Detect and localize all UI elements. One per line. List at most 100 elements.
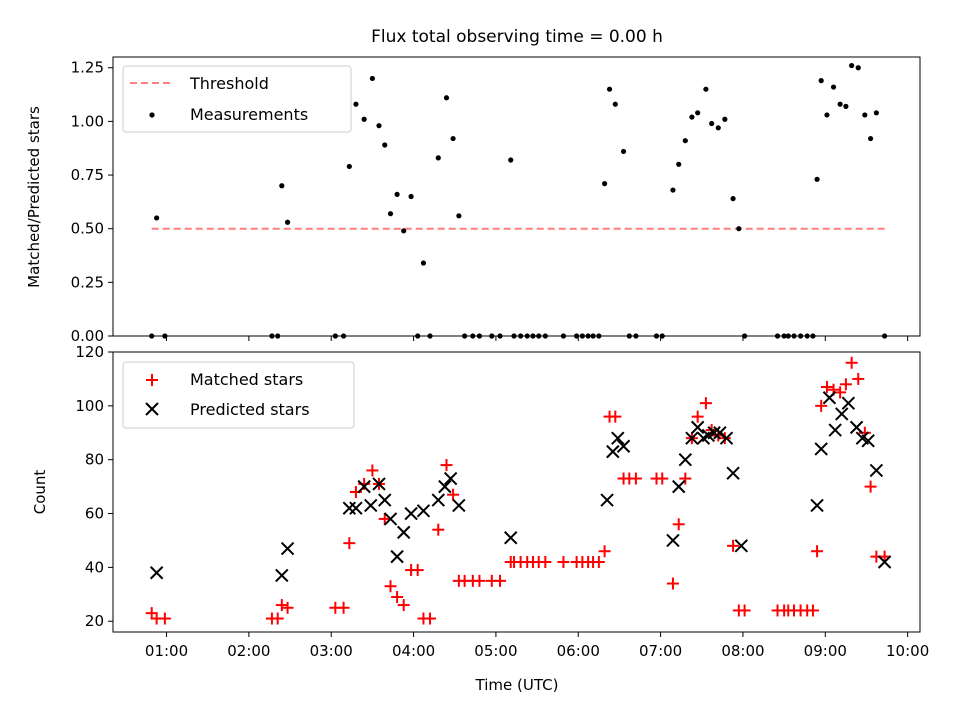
count-plot-marks (145, 356, 892, 625)
matched-star-point (391, 591, 404, 603)
predicted-star-point (280, 541, 295, 556)
predicted-star-point (810, 498, 824, 513)
matched-star-point (834, 386, 847, 399)
matched-star-point (397, 599, 410, 612)
measurement-point (837, 101, 843, 107)
measurements-legend-swatch (149, 112, 155, 118)
measurement-point (818, 78, 824, 84)
predicted-star-point (504, 531, 518, 545)
measurement-point (709, 120, 715, 127)
measurement-point (387, 211, 394, 217)
predicted-star-point (616, 439, 631, 453)
measurement-point (346, 163, 352, 170)
ratio-y-tick-label: 0.75 (71, 166, 104, 184)
measurement-point (736, 226, 742, 232)
predicted-star-point (690, 420, 705, 435)
predicted-star-point (707, 426, 721, 440)
predicted-star-point (828, 423, 842, 437)
predicted-star-point (404, 506, 418, 521)
matched-star-point (494, 574, 507, 587)
measurement-point (703, 86, 709, 92)
matched-star-point (275, 599, 288, 612)
predicted-star-point (357, 479, 371, 494)
count-x-tick-label: 04:00 (392, 642, 435, 660)
ratio-y-ticks: 0.00 0.25 0.50 0.75 1.00 1.25 (71, 59, 113, 345)
measurement-point (867, 135, 874, 142)
ratio-legend-box (122, 65, 352, 133)
matched-star-point (158, 612, 171, 625)
predicted-star-point (814, 442, 828, 456)
matched-star-point (473, 574, 486, 587)
matched-star-point (727, 539, 740, 552)
matched-star-point (852, 372, 865, 385)
measurement-point (855, 65, 861, 71)
matched-star-point (672, 518, 685, 531)
predicted-star-point (726, 466, 740, 480)
matched-star-point (679, 472, 692, 485)
ratio-y-tick-label: 0.00 (71, 327, 104, 345)
count-y-tick-label: 60 (85, 505, 104, 523)
predicted-star-point (364, 498, 378, 513)
measurements-legend-label: Measurements (190, 105, 308, 124)
measurement-point (715, 125, 721, 131)
measurement-point (849, 62, 855, 69)
measurement-point (862, 112, 868, 118)
matched-star-point (539, 556, 552, 568)
matched-star-point (864, 480, 877, 493)
predicted-star-point (452, 498, 466, 513)
matched-star-point (281, 601, 294, 614)
matched-star-point (440, 459, 453, 472)
measurement-point (420, 260, 427, 266)
predicted-star-point (390, 549, 404, 564)
count-x-tick-label: 06:00 (557, 642, 600, 660)
measurement-point (279, 183, 285, 189)
count-y-axis-label: Count (31, 470, 49, 515)
predicted-star-point (378, 493, 392, 507)
predicted-star-point (719, 431, 734, 445)
measurement-point (154, 215, 160, 221)
measurement-point (508, 157, 514, 163)
measurement-point (814, 176, 820, 182)
measurement-point (435, 155, 441, 161)
count-x-tick-label: 10:00 (886, 642, 929, 660)
predicted-star-point (672, 479, 686, 494)
matched-star-point (811, 545, 824, 558)
measurement-point (824, 112, 830, 118)
ratio-x-ticks (166, 336, 909, 341)
count-x-tick-label: 02:00 (227, 642, 270, 660)
matched-legend-swatch (146, 374, 158, 386)
count-x-tick-label: 03:00 (310, 642, 353, 660)
predicted-star-point (349, 501, 363, 515)
ratio-panel: 0.00 0.25 0.50 0.75 1.00 1.25 Matched/Predict… (25, 56, 921, 345)
predicted-star-point (149, 566, 164, 580)
measurement-point (612, 101, 618, 107)
count-x-axis-label: Time (UTC) (475, 676, 559, 694)
predicted-star-point (841, 396, 856, 410)
matched-star-point (343, 537, 356, 550)
measurement-point (450, 135, 456, 142)
ratio-y-tick-label: 1.00 (71, 112, 104, 130)
ratio-y-tick-label: 0.25 (71, 273, 104, 291)
predicted-legend-swatch (145, 402, 159, 416)
predicted-star-point (685, 431, 699, 445)
measurement-point (606, 86, 613, 92)
matched-legend-label: Matched stars (190, 370, 303, 389)
measurement-point (369, 75, 375, 82)
ratio-plot-frame (112, 56, 921, 337)
count-x-ticks: 01:00 02:00 03:00 04:00 05:00 06:00 07:00 08:00… (145, 632, 929, 660)
predicted-star-point (835, 407, 849, 421)
measurement-point (284, 219, 291, 225)
measurement-point (676, 161, 682, 167)
matched-star-point (592, 556, 605, 568)
count-legend-box (122, 361, 355, 429)
measurement-point (689, 114, 695, 120)
matched-star-point (609, 410, 622, 423)
count-y-tick-label: 100 (75, 397, 104, 415)
count-y-tick-label: 20 (85, 612, 104, 630)
measurement-point (843, 103, 849, 109)
count-y-tick-label: 80 (85, 451, 104, 469)
predicted-star-point (396, 525, 411, 540)
predicted-star-point (869, 463, 884, 478)
measurement-point (620, 148, 627, 155)
threshold-legend-label: Threshold (189, 74, 269, 93)
